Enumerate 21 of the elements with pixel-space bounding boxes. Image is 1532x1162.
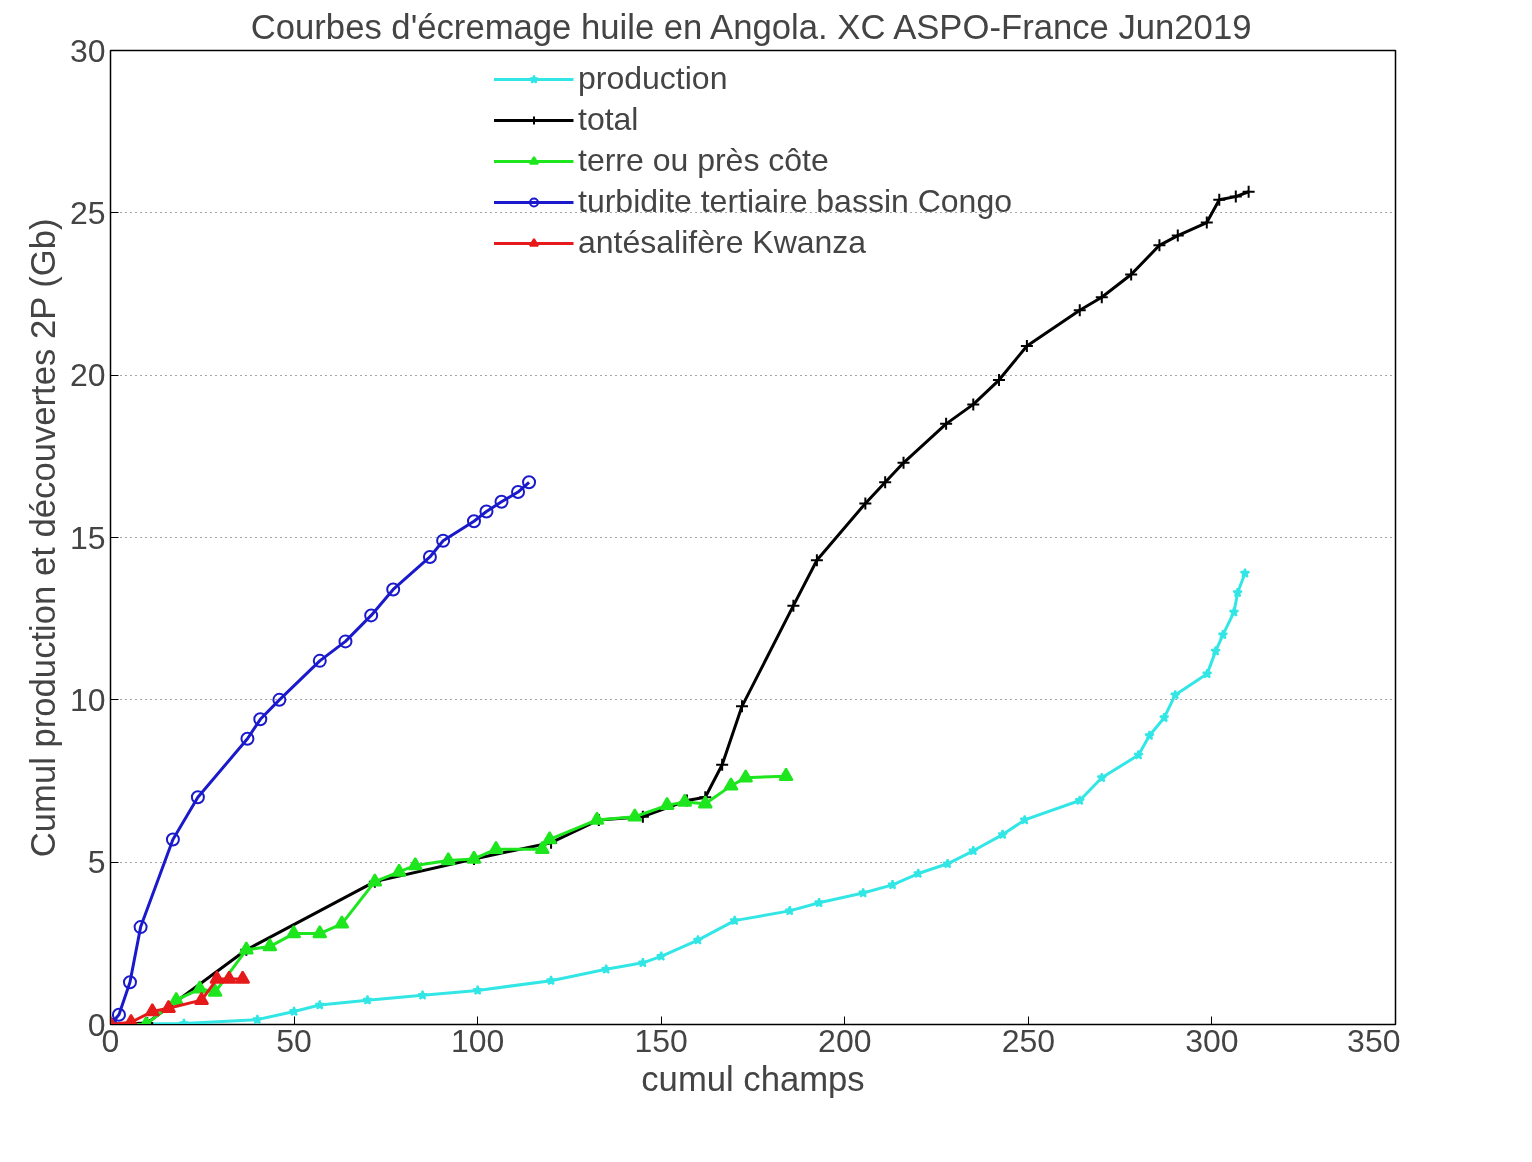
y-tick-label: 25 (69, 194, 106, 231)
chart-title: Courbes d'écremage huile en Angola. XC ASPO-France Jun2019 (250, 7, 1252, 46)
x-tick-label: 100 (450, 1022, 505, 1059)
x-tick-label: 250 (1001, 1022, 1056, 1059)
y-axis-title: Cumul production et découvertes 2P (Gb) (23, 218, 62, 858)
legend-label: terre ou près côte (577, 142, 829, 179)
legend-label: antésalifère Kwanza (577, 224, 867, 261)
y-tick-label: 30 (69, 32, 106, 69)
x-tick-label: 50 (276, 1022, 312, 1059)
x-axis-title: cumul champs (641, 1059, 865, 1098)
legend-label: production (577, 60, 728, 97)
y-tick-label: 10 (69, 681, 106, 718)
x-tick-label: 150 (634, 1022, 688, 1059)
legend-label: total (577, 101, 639, 138)
y-tick-label: 15 (69, 519, 106, 556)
x-tick-label: 300 (1185, 1022, 1239, 1059)
y-tick-label: 20 (69, 357, 106, 394)
x-tick-label: 200 (818, 1022, 872, 1059)
y-tick-label: 5 (87, 844, 106, 881)
x-tick-label: 350 (1347, 1022, 1401, 1059)
legend-label: turbidite tertiaire bassin Congo (577, 183, 1013, 220)
